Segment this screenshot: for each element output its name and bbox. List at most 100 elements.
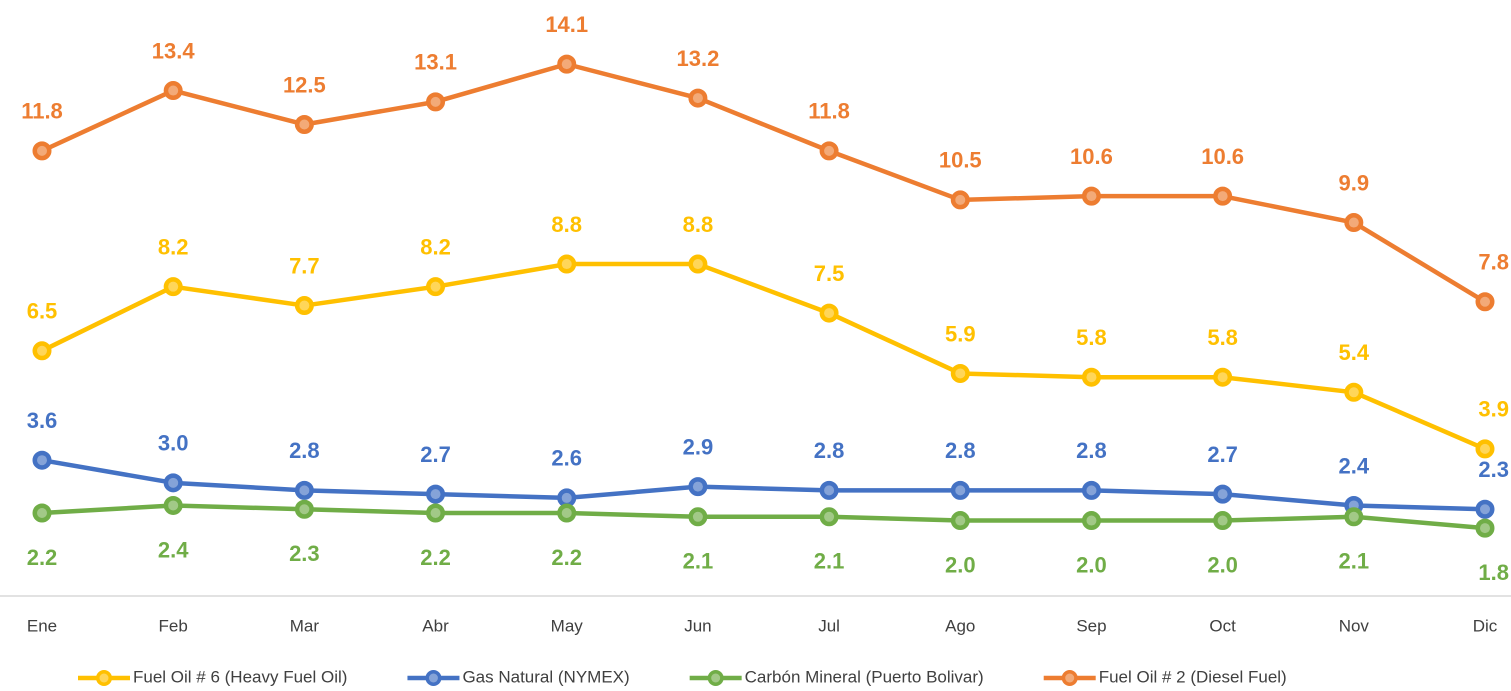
- data-label: 2.0: [945, 552, 976, 577]
- data-label: 3.9: [1478, 397, 1509, 422]
- data-label: 2.1: [1339, 549, 1370, 574]
- marker: [1475, 499, 1495, 519]
- marker: [426, 503, 446, 523]
- data-label: 2.0: [1076, 552, 1107, 577]
- marker: [426, 484, 446, 504]
- data-label: 2.8: [1076, 438, 1107, 463]
- marker-highlight: [692, 93, 703, 104]
- marker: [688, 507, 708, 527]
- marker: [1213, 484, 1233, 504]
- data-label: 8.8: [551, 212, 582, 237]
- data-label: 13.2: [676, 46, 719, 71]
- marker-highlight: [1217, 489, 1228, 500]
- marker: [1475, 292, 1495, 312]
- marker-highlight: [430, 508, 441, 519]
- marker-highlight: [955, 368, 966, 379]
- marker-highlight: [1086, 191, 1097, 202]
- data-label: 3.0: [158, 431, 189, 456]
- data-label: 11.8: [21, 99, 63, 124]
- marker: [32, 141, 52, 161]
- marker-highlight: [37, 145, 47, 156]
- data-label: 9.9: [1339, 170, 1370, 195]
- marker-highlight: [299, 504, 310, 515]
- marker-highlight: [955, 515, 966, 526]
- marker-highlight: [430, 281, 441, 292]
- marker: [1081, 186, 1101, 206]
- marker: [688, 477, 708, 497]
- x-tick-label: Jul: [818, 616, 840, 635]
- marker: [426, 277, 446, 297]
- data-label: 10.6: [1070, 144, 1113, 169]
- marker-highlight: [561, 259, 572, 270]
- marker-highlight: [1480, 443, 1490, 454]
- data-label: 2.3: [1478, 457, 1509, 482]
- marker-highlight: [1480, 296, 1490, 307]
- marker-highlight: [824, 485, 835, 496]
- marker: [1344, 507, 1364, 527]
- series-line: [41, 457, 1486, 512]
- x-tick-label: Jun: [684, 616, 711, 635]
- x-tick-label: May: [551, 616, 584, 635]
- data-label: 13.1: [414, 50, 457, 75]
- data-label: 8.2: [420, 234, 451, 259]
- marker: [950, 511, 970, 531]
- legend-marker: [1061, 670, 1078, 686]
- legend-marker-highlight: [1065, 673, 1075, 683]
- marker-highlight: [824, 308, 835, 319]
- x-tick-label: Dic: [1473, 616, 1498, 635]
- marker: [819, 141, 839, 161]
- data-label: 14.1: [545, 12, 588, 37]
- marker-highlight: [561, 492, 572, 503]
- data-label: 1.8: [1478, 560, 1509, 585]
- legend-label: Fuel Oil # 6 (Heavy Fuel Oil): [133, 667, 347, 686]
- marker-highlight: [692, 511, 703, 522]
- data-label: 2.8: [814, 438, 845, 463]
- legend-marker-highlight: [711, 673, 721, 683]
- data-label: 10.5: [939, 148, 982, 173]
- marker: [557, 254, 577, 274]
- legend-marker: [707, 670, 724, 686]
- marker-highlight: [561, 59, 572, 70]
- marker-highlight: [824, 145, 835, 156]
- x-tick-label: Mar: [290, 616, 320, 635]
- marker: [32, 450, 52, 470]
- data-label: 5.4: [1339, 340, 1370, 365]
- data-label: 2.4: [158, 537, 189, 562]
- marker-highlight: [1086, 515, 1097, 526]
- marker-highlight: [1086, 485, 1097, 496]
- marker: [32, 503, 52, 523]
- data-label: 2.1: [683, 549, 714, 574]
- data-label: 3.6: [27, 408, 58, 433]
- legend-label: Gas Natural (NYMEX): [462, 667, 629, 686]
- data-label: 2.1: [814, 549, 845, 574]
- marker-highlight: [168, 281, 179, 292]
- marker: [819, 480, 839, 500]
- marker: [950, 480, 970, 500]
- marker: [1081, 511, 1101, 531]
- data-label: 2.2: [420, 545, 451, 570]
- marker: [1213, 511, 1233, 531]
- marker-highlight: [299, 119, 310, 130]
- data-label: 2.2: [551, 545, 582, 570]
- data-label: 12.5: [283, 72, 326, 97]
- marker-highlight: [430, 489, 441, 500]
- data-label: 6.5: [27, 299, 58, 324]
- data-label: 13.4: [152, 38, 196, 63]
- marker: [557, 54, 577, 74]
- series-line: [41, 61, 1487, 304]
- data-label: 2.0: [1207, 552, 1238, 577]
- data-label: 2.3: [289, 541, 320, 566]
- marker-highlight: [168, 477, 179, 488]
- marker-highlight: [692, 259, 703, 270]
- data-label: 2.4: [1339, 453, 1370, 478]
- marker-highlight: [955, 194, 966, 205]
- marker-highlight: [1217, 191, 1228, 202]
- x-tick-label: Abr: [422, 616, 449, 635]
- marker-highlight: [37, 455, 47, 466]
- x-tick-label: Ago: [945, 616, 975, 635]
- data-label: 5.9: [945, 321, 976, 346]
- marker-highlight: [37, 508, 47, 519]
- marker: [163, 495, 183, 515]
- legend-marker-highlight: [428, 673, 438, 683]
